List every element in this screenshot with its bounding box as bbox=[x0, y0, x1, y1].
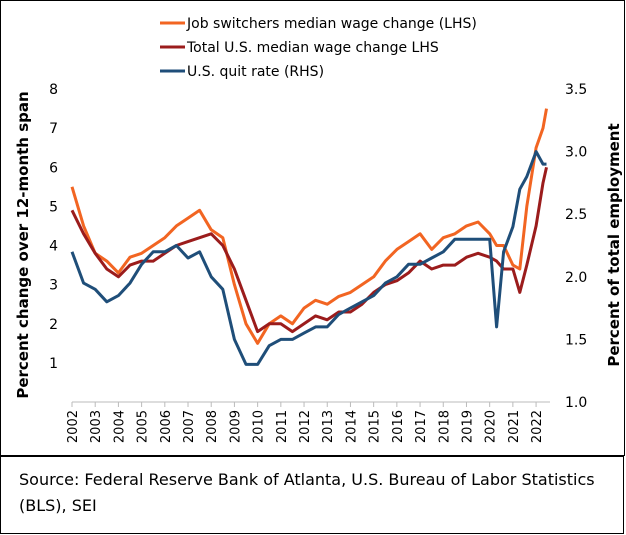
x-tick-label: 2018 bbox=[437, 410, 452, 443]
y-tick-label: 6 bbox=[49, 160, 58, 176]
line-series bbox=[70, 150, 547, 366]
y-tick-label: 4 bbox=[49, 239, 58, 255]
x-tick-label: 2011 bbox=[275, 410, 290, 443]
y2-tick-label: 3.5 bbox=[565, 82, 587, 98]
y-tick-label: 7 bbox=[49, 121, 58, 137]
x-tick-label: 2010 bbox=[252, 410, 267, 443]
x-tick-label: 2006 bbox=[159, 410, 174, 443]
source-note: Source: Federal Reserve Bank of Atlanta,… bbox=[0, 456, 624, 534]
y2-tick-label: 3.0 bbox=[565, 145, 587, 161]
x-tick-label: 2004 bbox=[112, 410, 127, 443]
x-tick-label: 2008 bbox=[205, 410, 220, 443]
y2-axis-label: Percent of total employment bbox=[605, 123, 623, 366]
chart-border bbox=[0, 0, 625, 456]
line-series bbox=[70, 166, 548, 334]
x-tick-label: 2016 bbox=[391, 410, 406, 443]
y2-tick-label: 2.5 bbox=[565, 207, 587, 223]
y-tick-label: 1 bbox=[49, 356, 58, 372]
x-tick-label: 2014 bbox=[344, 410, 359, 443]
legend-label: Total U.S. median wage change LHS bbox=[186, 40, 439, 56]
x-tick-label: 2005 bbox=[136, 410, 151, 443]
line-series bbox=[70, 108, 548, 345]
legend-label: U.S. quit rate (RHS) bbox=[187, 64, 324, 80]
legend-label: Job switchers median wage change (LHS) bbox=[186, 16, 477, 32]
x-tick-label: 2015 bbox=[368, 410, 383, 443]
y2-tick-label: 1.0 bbox=[565, 395, 587, 411]
x-tick-label: 2002 bbox=[66, 410, 81, 443]
y-tick-label: 5 bbox=[49, 199, 58, 215]
x-tick-label: 2017 bbox=[414, 410, 429, 443]
y2-tick-label: 2.0 bbox=[565, 270, 587, 286]
y-tick-label: 8 bbox=[49, 82, 58, 98]
x-tick-label: 2020 bbox=[484, 410, 499, 443]
chart: Percent change over 12-month span Percen… bbox=[0, 0, 625, 456]
x-tick-label: 2009 bbox=[228, 410, 243, 443]
x-tick-label: 2022 bbox=[530, 410, 545, 443]
y-tick-label: 2 bbox=[49, 317, 58, 333]
x-tick-label: 2019 bbox=[460, 410, 475, 443]
x-tick-label: 2003 bbox=[89, 410, 104, 443]
y2-tick-label: 1.5 bbox=[565, 332, 587, 348]
x-tick-label: 2012 bbox=[298, 410, 313, 443]
x-tick-label: 2021 bbox=[507, 410, 522, 443]
x-tick-label: 2007 bbox=[182, 410, 197, 443]
x-tick-label: 2013 bbox=[321, 410, 336, 443]
y-axis-label: Percent change over 12-month span bbox=[14, 91, 32, 398]
y-tick-label: 3 bbox=[49, 278, 58, 294]
